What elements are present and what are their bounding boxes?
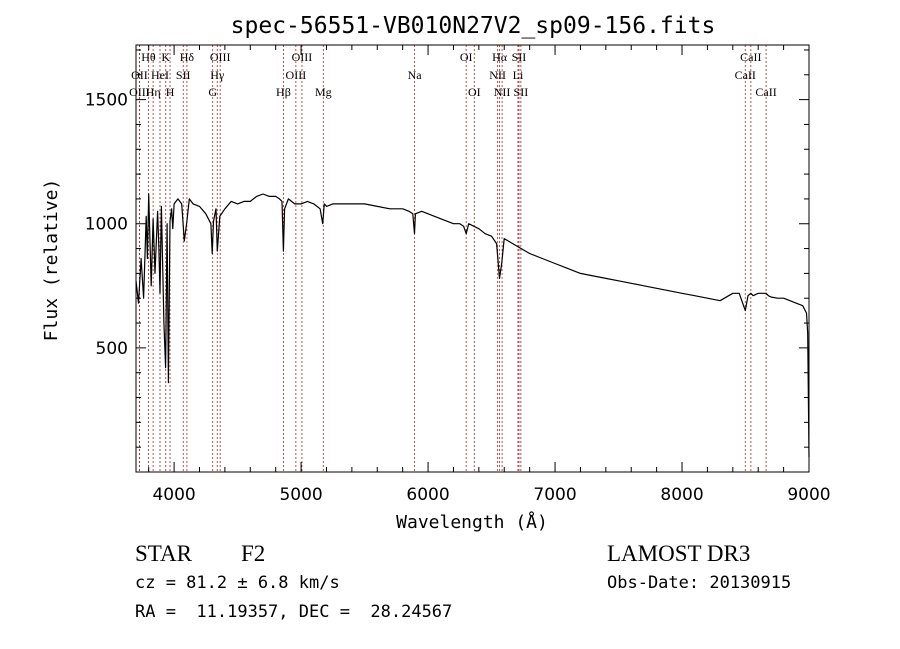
x-tick-label: 4000	[152, 485, 195, 505]
y-tick-label: 500	[96, 339, 128, 359]
marker-label: Hη	[146, 85, 161, 99]
marker-label: Mg	[315, 85, 332, 99]
marker-label: Hα	[492, 50, 508, 64]
marker-label: OI	[468, 85, 481, 99]
marker-label: OIII	[292, 50, 313, 64]
marker-label: HeI	[151, 68, 169, 82]
marker-label: Hγ	[210, 68, 225, 82]
marker-label: NII	[494, 85, 511, 99]
marker-label: OIII	[210, 50, 231, 64]
marker-label: CaII	[735, 68, 756, 82]
coordinates-readout: RA = 11.19357, DEC = 28.24567	[135, 602, 453, 622]
x-tick-label: 6000	[406, 485, 449, 505]
obs-date: Obs-Date: 20130915	[607, 573, 792, 593]
y-tick-label: 1500	[85, 91, 128, 111]
y-axis-ticks: 500 1000 1500	[85, 49, 809, 448]
x-tick-label: 9000	[787, 485, 830, 505]
marker-label: K	[161, 50, 170, 64]
x-tick-label: 7000	[533, 485, 576, 505]
marker-label: H	[166, 85, 175, 99]
marker-label: NII	[489, 68, 506, 82]
line-marker-lines	[139, 45, 767, 472]
spectrum-line	[135, 193, 810, 458]
marker-label: Hβ	[276, 85, 291, 99]
marker-label: OI	[460, 50, 473, 64]
marker-label: SII	[512, 50, 527, 64]
x-tick-label: 5000	[279, 485, 322, 505]
survey-label: LAMOST DR3	[607, 541, 751, 566]
marker-label: OIII	[129, 85, 150, 99]
redshift-readout: cz = 81.2 ± 6.8 km/s	[135, 573, 340, 593]
object-type: STAR	[135, 541, 192, 566]
marker-label: OIII	[286, 68, 307, 82]
x-axis-label: Wavelength (Å)	[396, 511, 548, 533]
plot-frame	[135, 44, 810, 473]
marker-label: CaII	[755, 85, 776, 99]
marker-label: Hθ	[141, 50, 156, 64]
marker-label: G	[208, 85, 217, 99]
marker-label: SII	[176, 68, 191, 82]
x-tick-label: 8000	[660, 485, 703, 505]
x-axis-ticks: 4000 5000 6000 7000 8000 9000	[148, 45, 831, 505]
y-tick-label: 1000	[85, 215, 128, 235]
marker-label: Na	[408, 68, 423, 82]
marker-label: Li	[513, 68, 524, 82]
y-axis-label: Flux (relative)	[41, 179, 62, 342]
marker-label: Hδ	[180, 50, 195, 64]
spectrum-plot: spec-56551-VB010N27V2_sp09-156.fits Hθ OI…	[41, 13, 831, 533]
subclass: F2	[241, 541, 266, 566]
chart-title: spec-56551-VB010N27V2_sp09-156.fits	[231, 13, 716, 39]
marker-label: CaII	[740, 50, 761, 64]
marker-label: SII	[514, 85, 529, 99]
